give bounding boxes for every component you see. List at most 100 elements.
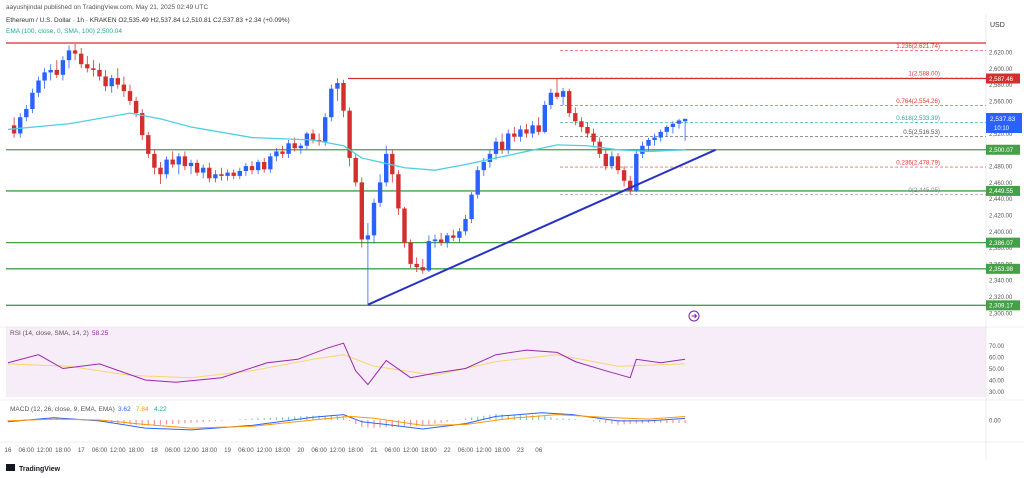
macd-label: MACD (12, 26, close, 9, EMA, EMA) xyxy=(10,406,115,413)
time-label-13: 06:00 xyxy=(238,447,254,454)
candle-body-15 xyxy=(103,76,108,87)
candle-body-55 xyxy=(347,110,352,158)
candle-body-110 xyxy=(682,118,688,122)
candle-body-106 xyxy=(658,131,663,138)
time-label-15: 18:00 xyxy=(275,447,291,454)
candle-body-49 xyxy=(310,133,316,141)
time-label-8: 18 xyxy=(151,447,158,454)
candle-body-51 xyxy=(323,117,328,142)
price-tick-15: 2,320.00 xyxy=(989,295,1013,301)
rsi-ma-line xyxy=(7,354,686,379)
time-label-28: 23 xyxy=(517,447,524,454)
candle-body-23 xyxy=(152,153,157,168)
time-label-21: 06:00 xyxy=(385,447,401,454)
time-label-27: 18:00 xyxy=(494,447,510,454)
time-label-16: 20 xyxy=(297,447,304,454)
candle-body-39 xyxy=(249,166,255,171)
replay-icon[interactable] xyxy=(688,310,700,322)
candle-body-37 xyxy=(237,170,242,176)
candle-body-7 xyxy=(54,69,59,75)
price-tick-2: 2,580.00 xyxy=(989,83,1013,89)
rsi-panel: 70.00 60.00 50.00 40.00 30.00 xyxy=(7,342,1005,396)
candle-body-79 xyxy=(493,141,499,154)
candle-body-81 xyxy=(506,133,511,150)
rsi-value: 58.25 xyxy=(92,330,109,337)
time-axis: 16 06:00 12:00 18:00 17 06:00 12:00 18:00 18 06:0… xyxy=(5,447,543,454)
ema-line-group xyxy=(7,112,686,171)
candle-body-6 xyxy=(48,69,53,73)
fib-label-2: 0.764(2,554.26) xyxy=(896,98,940,105)
level-tag-text-6: 2,309.17 xyxy=(989,303,1014,310)
candle-body-38 xyxy=(243,166,249,171)
current-price-value: 2,537.83 xyxy=(990,116,1016,123)
candle-body-36 xyxy=(231,172,236,176)
candle-body-95 xyxy=(591,133,596,142)
signal-line xyxy=(7,414,686,429)
level-tag-1 xyxy=(986,73,1020,84)
candle-body-65 xyxy=(408,242,413,264)
countdown: 10:10 xyxy=(994,126,1010,132)
candle-body-67 xyxy=(420,267,425,271)
rsi-tick-2: 50.00 xyxy=(989,367,1005,373)
candle-body-105 xyxy=(652,137,657,141)
candle-body-102 xyxy=(634,153,639,191)
fib-label-6: 0(2,445.05) xyxy=(908,187,940,194)
candle-body-9 xyxy=(66,50,72,61)
support-trendline[interactable] xyxy=(367,148,717,306)
candle-body-18 xyxy=(121,84,127,92)
candle-body-63 xyxy=(396,174,401,209)
level-tag-text-4: 2,386.07 xyxy=(989,240,1014,247)
candle-body-47 xyxy=(298,145,303,149)
candle-body-89 xyxy=(554,92,560,97)
candle-body-94 xyxy=(585,126,590,134)
candle-body-40 xyxy=(255,162,261,171)
candle-body-57 xyxy=(359,182,364,240)
candle-body-27 xyxy=(176,156,181,165)
rsi-tick-4: 30.00 xyxy=(989,390,1005,396)
price-tick-3: 2,560.00 xyxy=(989,99,1013,105)
candle-body-11 xyxy=(79,53,84,65)
candle-body-78 xyxy=(487,153,493,163)
tradingview-logo: TradingView xyxy=(6,464,61,473)
candle-body-87 xyxy=(542,104,547,132)
time-label-1: 06:00 xyxy=(19,447,35,454)
candle-body-28 xyxy=(182,156,188,167)
time-label-10: 12:00 xyxy=(183,447,199,454)
candle-body-25 xyxy=(164,159,169,175)
fib-label-4: 0.5(2,516.53) xyxy=(903,129,940,136)
level-tag-text-1: 2,587.46 xyxy=(989,76,1014,83)
candle-body-85 xyxy=(530,125,535,134)
candle-body-77 xyxy=(481,162,486,171)
time-label-18: 12:00 xyxy=(330,447,346,454)
candle-body-30 xyxy=(194,162,200,173)
price-tick-16: 2,300.00 xyxy=(989,311,1013,317)
candle-body-44 xyxy=(280,151,285,154)
candle-body-64 xyxy=(402,208,407,243)
macd-value: 3.62 xyxy=(118,406,131,413)
time-label-17: 06:00 xyxy=(311,447,327,454)
candle-body-1 xyxy=(18,117,23,134)
candle-body-33 xyxy=(213,174,218,179)
symbol-line: Ethereum / U.S. Dollar · 1h · KRAKEN O2,… xyxy=(6,17,290,24)
time-label-3: 18:00 xyxy=(55,447,71,454)
candle-body-4 xyxy=(36,80,41,93)
candle-body-83 xyxy=(518,129,523,137)
candle-body-75 xyxy=(469,194,474,220)
rsi-line xyxy=(7,342,686,386)
candle-body-93 xyxy=(579,121,584,127)
candle-body-70 xyxy=(438,239,444,243)
candle-body-19 xyxy=(127,91,133,101)
candle-body-21 xyxy=(140,113,145,136)
time-label-9: 06:00 xyxy=(165,447,181,454)
candle-body-72 xyxy=(451,235,456,238)
candle-body-3 xyxy=(30,92,35,110)
candle-body-84 xyxy=(524,129,529,134)
candle-body-29 xyxy=(188,162,194,167)
trendline-group[interactable] xyxy=(367,148,717,306)
candle-body-5 xyxy=(42,72,47,81)
rsi-label: RSI (14, close, SMA, 14, 2) xyxy=(10,330,89,337)
candle-body-42 xyxy=(268,156,273,170)
level-tag-4 xyxy=(986,237,1020,248)
